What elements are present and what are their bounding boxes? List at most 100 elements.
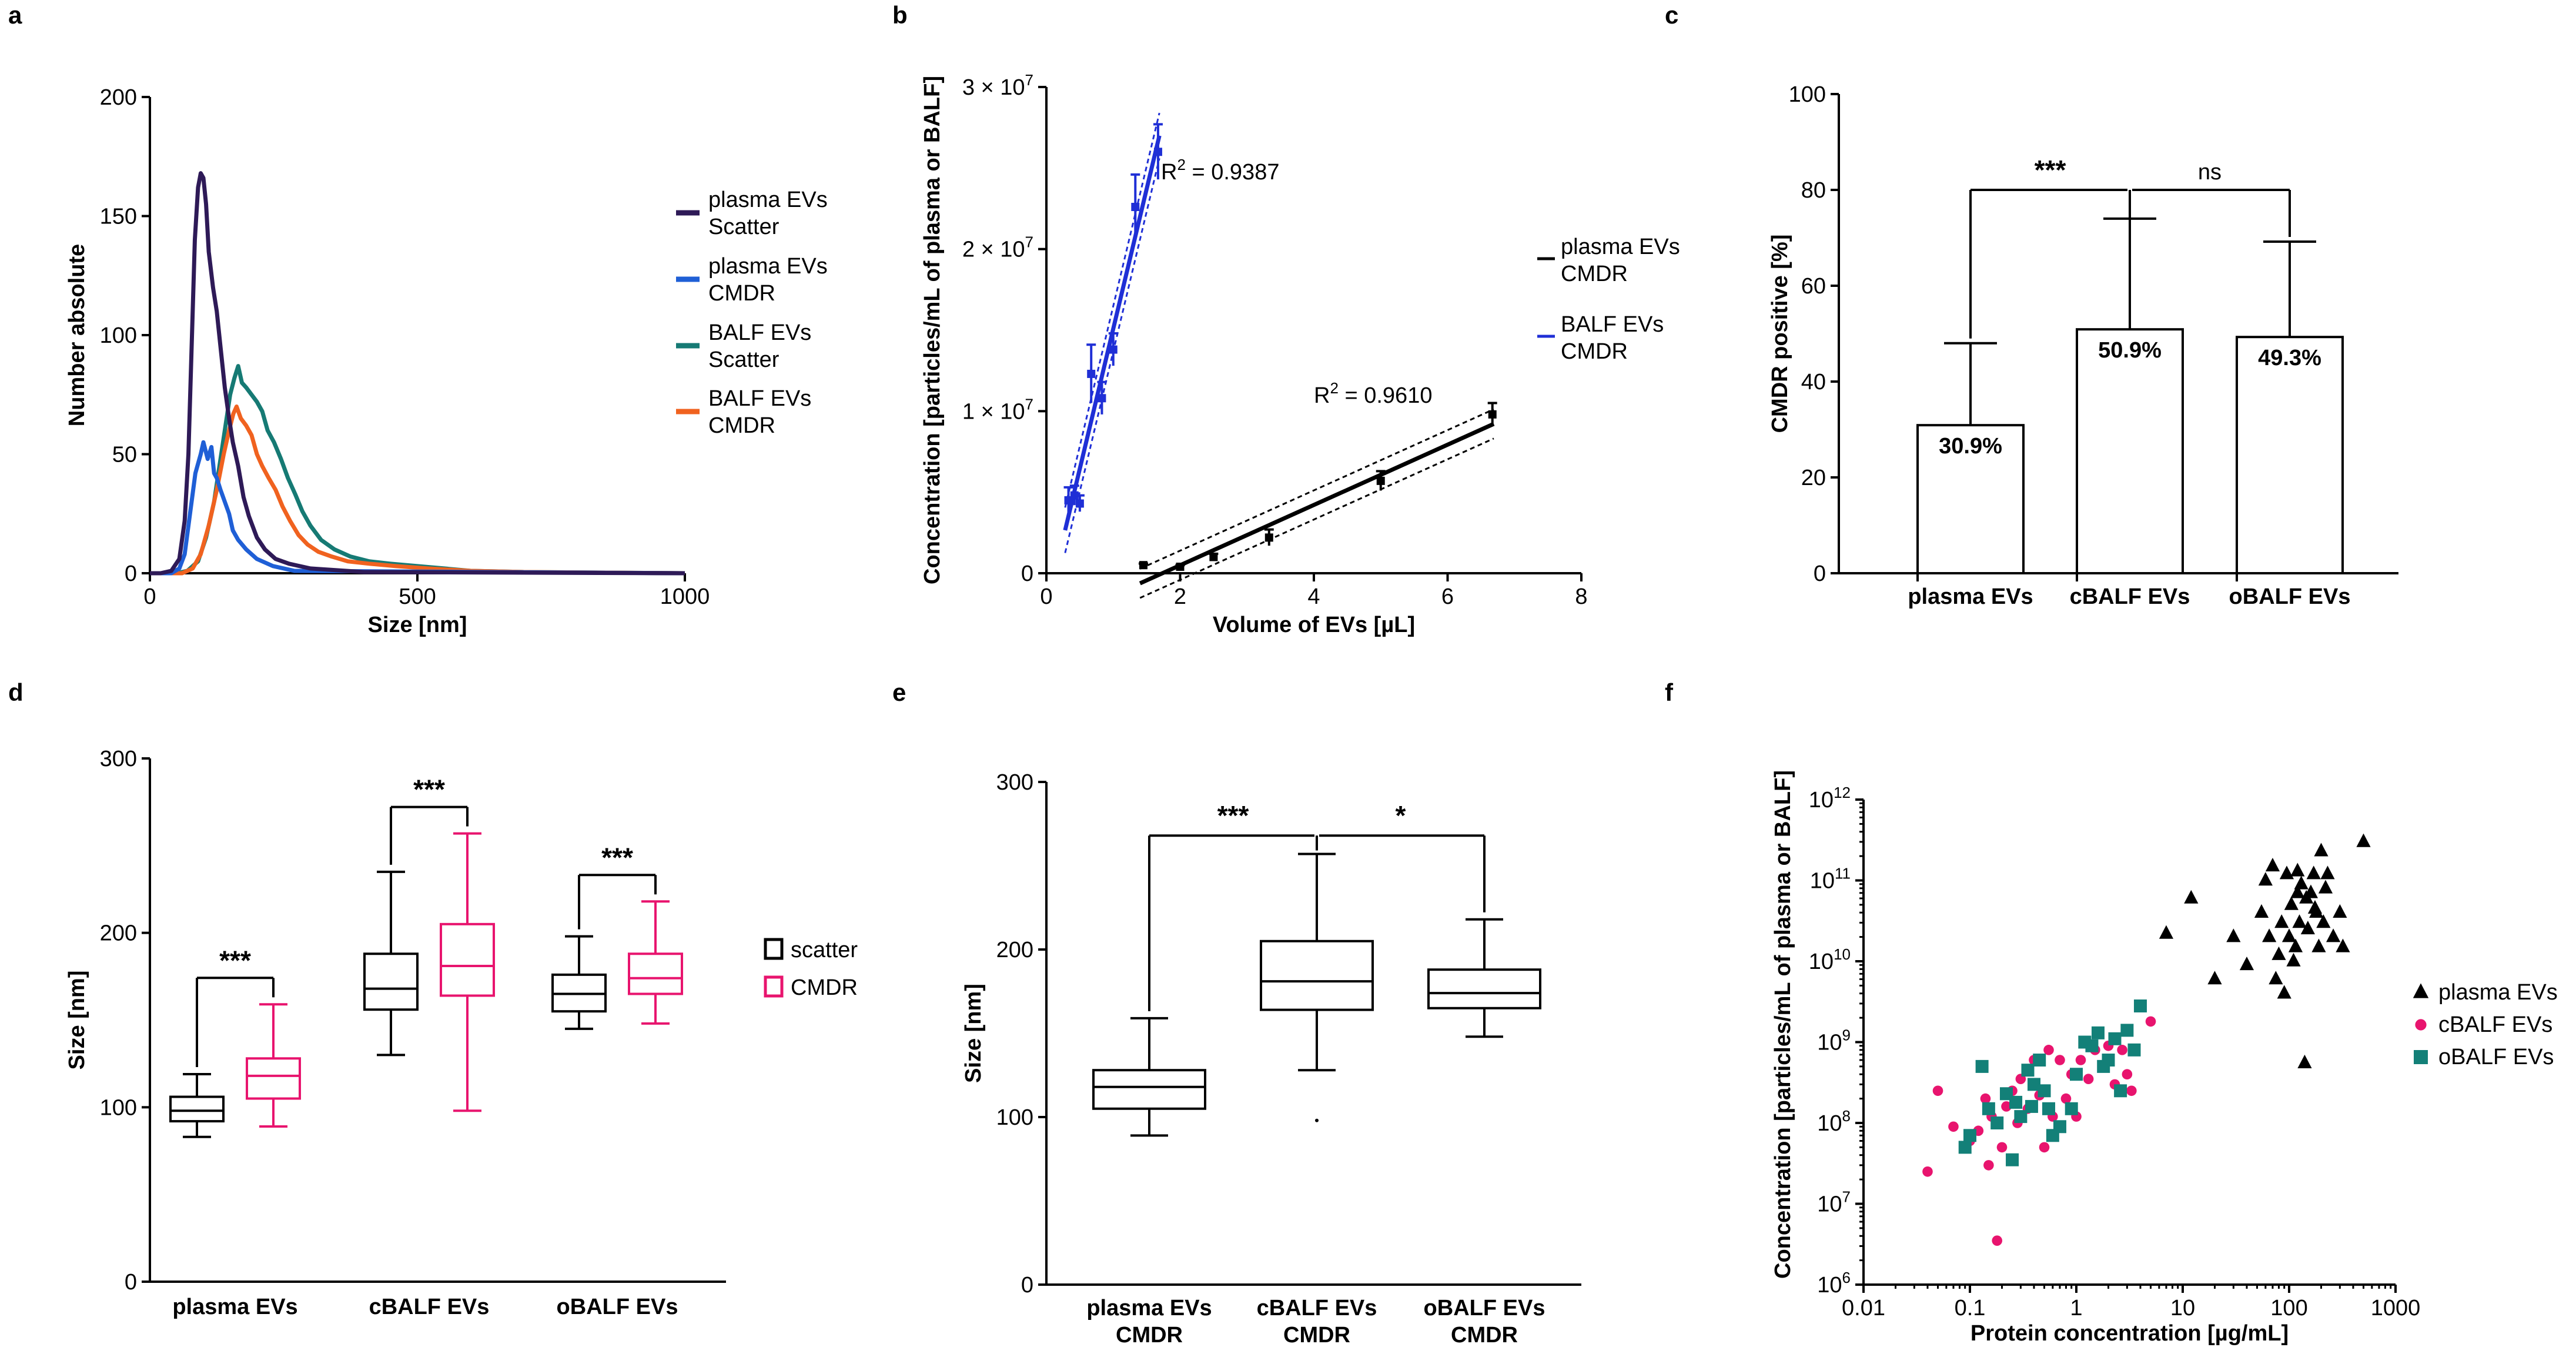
- data-point: [2042, 1102, 2056, 1115]
- data-point: [2274, 914, 2289, 928]
- box: [628, 952, 683, 995]
- data-point: [2006, 1153, 2019, 1166]
- data-point: [2254, 904, 2269, 918]
- data-point: [2085, 1039, 2099, 1052]
- legend-label: Scatter: [708, 215, 780, 239]
- data-point: [2336, 938, 2350, 952]
- y-tick-label: 200: [100, 85, 137, 110]
- data-point: [2120, 1024, 2134, 1037]
- y-tick-label: 80: [1801, 178, 1826, 203]
- data-point: [2033, 1054, 2046, 1067]
- x-tick-label: 0: [1040, 584, 1052, 609]
- series-line-2: [150, 364, 685, 576]
- y-tick-label: 40: [1801, 370, 1826, 395]
- x-category-label: cBALF EVs: [2070, 584, 2190, 609]
- regression-line: [1139, 422, 1495, 586]
- data-point: [2021, 1064, 2035, 1077]
- data-point: [2281, 928, 2297, 942]
- y-tick-label: 150: [100, 205, 137, 229]
- box: [1092, 1069, 1206, 1110]
- data-point: [2122, 1069, 2133, 1080]
- data-point: [2102, 1054, 2115, 1067]
- series-line-3: [150, 404, 685, 576]
- data-point: [1075, 499, 1084, 508]
- data-point: [1982, 1102, 1995, 1115]
- confidence-band: [1139, 408, 1494, 570]
- data-point: [2083, 1074, 2094, 1084]
- sig-label: ns: [2198, 160, 2222, 185]
- y-tick-label: 108: [1817, 1107, 1851, 1136]
- box: [246, 1057, 301, 1100]
- data-point: [2207, 971, 2222, 985]
- data-point: [2239, 956, 2254, 971]
- x-category-label: CMDR: [1116, 1323, 1183, 1348]
- panel-letter-b: b: [892, 1, 908, 29]
- x-tick-label: 1000: [2371, 1296, 2421, 1320]
- data-point: [2320, 865, 2335, 880]
- data-point: [1153, 148, 1162, 156]
- data-point: [1992, 1235, 2003, 1246]
- y-tick-label: 1 × 107: [962, 395, 1033, 424]
- data-point: [1139, 561, 1148, 570]
- bar: [2236, 336, 2344, 575]
- data-point: [1983, 1160, 1994, 1171]
- data-point: [1264, 533, 1273, 542]
- y-tick-label: 100: [996, 1105, 1033, 1130]
- value-label: 30.9%: [1939, 434, 2002, 459]
- panel-letter-f: f: [1665, 678, 1674, 706]
- x-tick-label: 1000: [660, 584, 710, 609]
- panel-e: 0 100 200 300 Size [nm] plasma EVs CMDR cBALF E…: [961, 770, 1581, 1348]
- y-tick-label: 50: [112, 443, 137, 467]
- legend-label: BALF EVs: [1561, 312, 1664, 337]
- x-tick-label: 6: [1441, 584, 1454, 609]
- y-tick-label: 0: [125, 561, 137, 586]
- data-point: [2145, 1016, 2156, 1027]
- data-point: [1098, 394, 1106, 403]
- legend-label: cBALF EVs: [2438, 1012, 2552, 1037]
- legend-label: oBALF EVs: [2438, 1045, 2554, 1069]
- data-point: [2001, 1101, 2012, 1112]
- y-tick-label: 106: [1817, 1269, 1851, 1298]
- box: [363, 952, 419, 1011]
- legend-label: scatter: [791, 938, 858, 962]
- data-point: [1109, 345, 1118, 354]
- legend-label: CMDR: [1561, 339, 1628, 364]
- data-point: [2027, 1078, 2040, 1091]
- legend-swatch: [2414, 1050, 2428, 1064]
- data-point: [2265, 857, 2280, 872]
- x-category-label: CMDR: [1451, 1323, 1518, 1348]
- legend-label: CMDR: [791, 975, 858, 1000]
- r2-label-balf: R2 = 0.9387: [1161, 156, 1279, 185]
- legend-swatch: [2413, 983, 2429, 998]
- panel-letter-e: e: [892, 678, 906, 706]
- data-point: [1996, 1142, 2008, 1153]
- x-tick-label: 500: [399, 584, 436, 609]
- data-point: [2009, 1095, 2023, 1109]
- x-category-label: CMDR: [1283, 1323, 1350, 1348]
- data-point: [2065, 1102, 2078, 1115]
- legend-swatch: [764, 938, 784, 960]
- x-category-label: cBALF EVs: [1257, 1296, 1377, 1320]
- legend-label: Scatter: [708, 347, 780, 372]
- y-tick-label: 0: [1021, 561, 1033, 586]
- series-line-1: [150, 440, 685, 576]
- x-tick-label: 10: [2170, 1296, 2195, 1320]
- data-point: [2306, 865, 2321, 880]
- data-point: [2290, 862, 2305, 877]
- data-point: [1963, 1129, 1976, 1142]
- data-point: [2300, 920, 2315, 935]
- y-axis-label: Concentration [particles/mL of plasma or…: [920, 76, 945, 584]
- y-tick-label: 300: [996, 770, 1033, 795]
- data-point: [2025, 1099, 2038, 1113]
- data-point: [2127, 1043, 2141, 1057]
- data-point: [1980, 1093, 1991, 1104]
- x-tick-label: 0.01: [1842, 1296, 1885, 1320]
- data-point: [2226, 928, 2241, 942]
- y-axis-label: Concentration [particles/mL of plasma or…: [1771, 770, 1795, 1279]
- data-point: [2314, 843, 2329, 857]
- data-point: [1922, 1166, 1933, 1177]
- data-point: [2053, 1120, 2066, 1134]
- data-point: [2043, 1045, 2054, 1055]
- data-point: [2126, 1085, 2137, 1096]
- data-point: [2288, 938, 2303, 952]
